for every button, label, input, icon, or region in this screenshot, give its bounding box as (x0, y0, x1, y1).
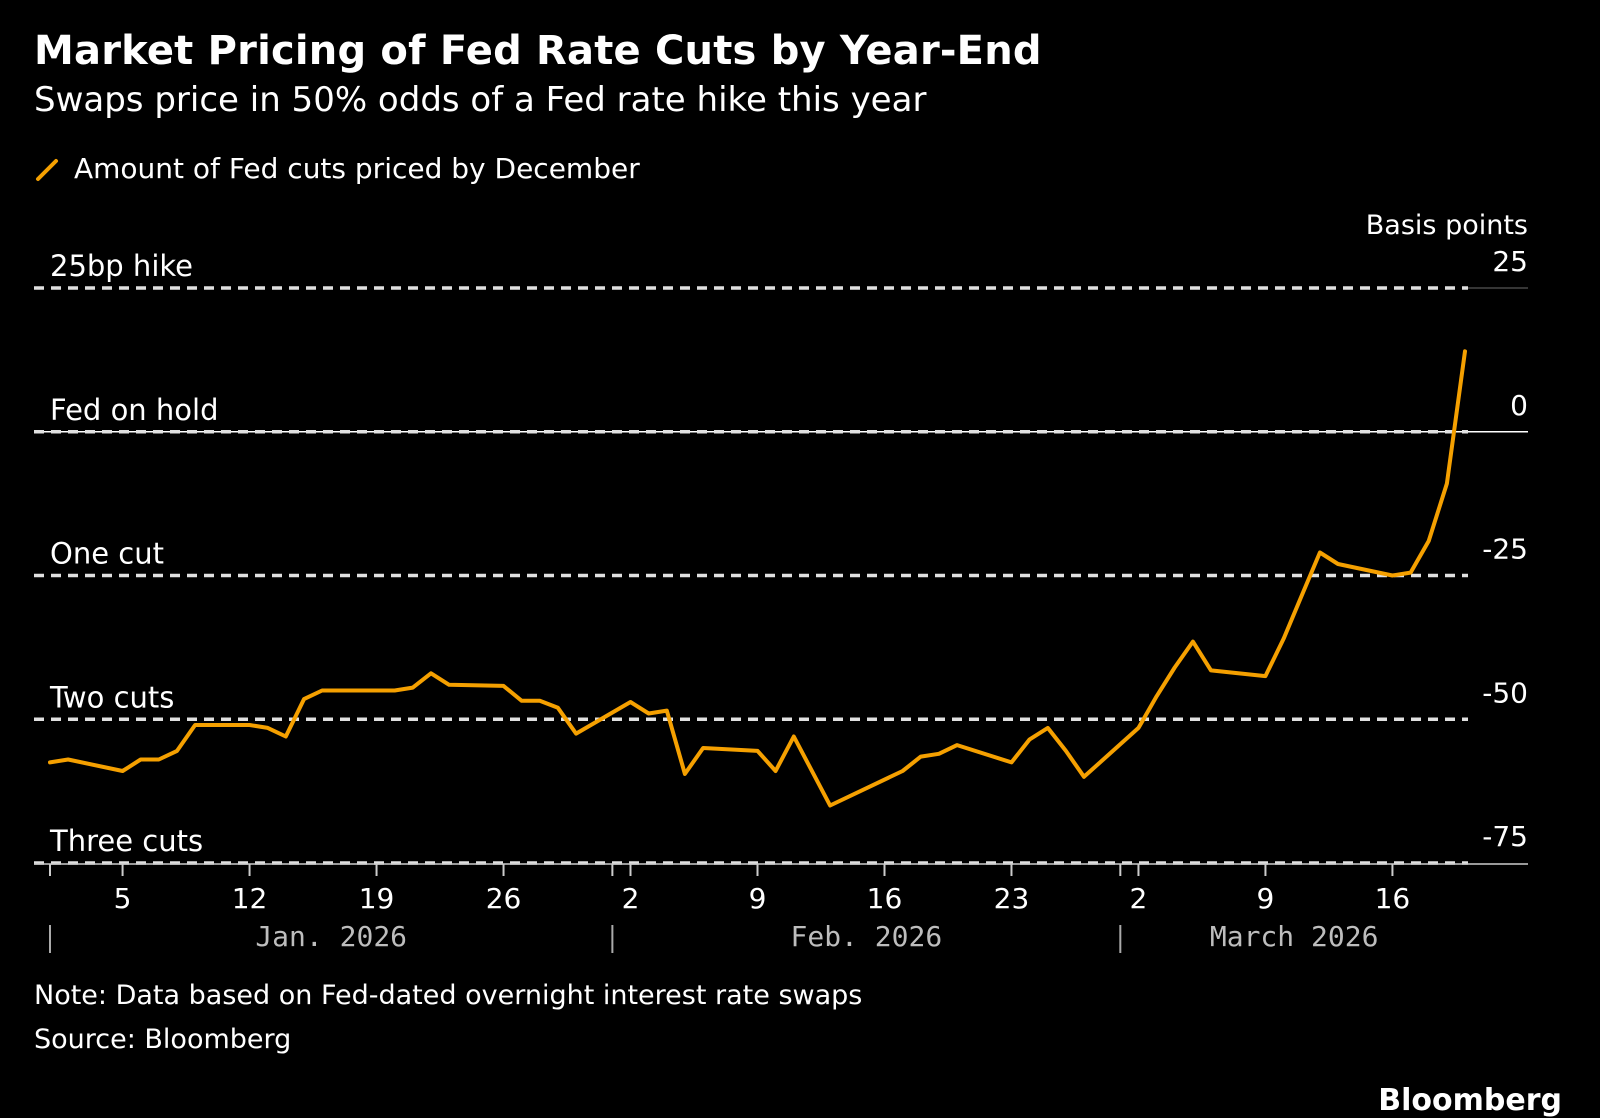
y-tick-label-1: 0 (1510, 389, 1528, 422)
x-tick-label-0: 5 (114, 882, 132, 915)
y-tick-label-3: -50 (1482, 676, 1528, 709)
month-label-1: Feb. 2026 (790, 920, 942, 953)
chart-subtitle: Swaps price in 50% odds of a Fed rate hi… (34, 80, 927, 120)
chart-note: Note: Data based on Fed-dated overnight … (34, 980, 863, 1011)
x-tick-label-2: 19 (359, 882, 395, 915)
y-tick-label-4: -75 (1482, 820, 1528, 853)
reference-label-3: Two cuts (49, 680, 174, 714)
y-tick-label-2: -25 (1482, 533, 1528, 566)
series-line-0 (48, 349, 1467, 808)
chart-source: Source: Bloomberg (34, 1024, 292, 1055)
legend: Amount of Fed cuts priced by December (34, 152, 640, 185)
x-tick-label-7: 23 (994, 882, 1030, 915)
month-label-0: Jan. 2026 (255, 920, 407, 953)
reference-label-2: One cut (50, 537, 164, 571)
x-tick-label-4: 2 (622, 882, 640, 915)
x-tick-label-3: 26 (486, 882, 522, 915)
x-tick-label-1: 12 (232, 882, 268, 915)
chart-title: Market Pricing of Fed Rate Cuts by Year-… (34, 28, 1042, 74)
x-tick-label-8: 2 (1130, 882, 1148, 915)
reference-label-4: Three cuts (49, 824, 203, 858)
month-label-2: March 2026 (1210, 920, 1379, 953)
y-tick-label-0: 25 (1492, 245, 1528, 278)
bloomberg-logo: Bloomberg (1378, 1083, 1562, 1118)
y-axis-title: Basis points (1366, 210, 1528, 241)
reference-label-0: 25bp hike (50, 249, 193, 283)
x-tick-label-9: 9 (1257, 882, 1275, 915)
legend-swatch-icon (36, 158, 58, 181)
x-tick-label-5: 9 (749, 882, 767, 915)
legend-label: Amount of Fed cuts priced by December (74, 152, 640, 185)
x-tick-label-10: 16 (1375, 882, 1411, 915)
reference-label-1: Fed on hold (50, 393, 219, 427)
x-tick-label-6: 16 (867, 882, 903, 915)
